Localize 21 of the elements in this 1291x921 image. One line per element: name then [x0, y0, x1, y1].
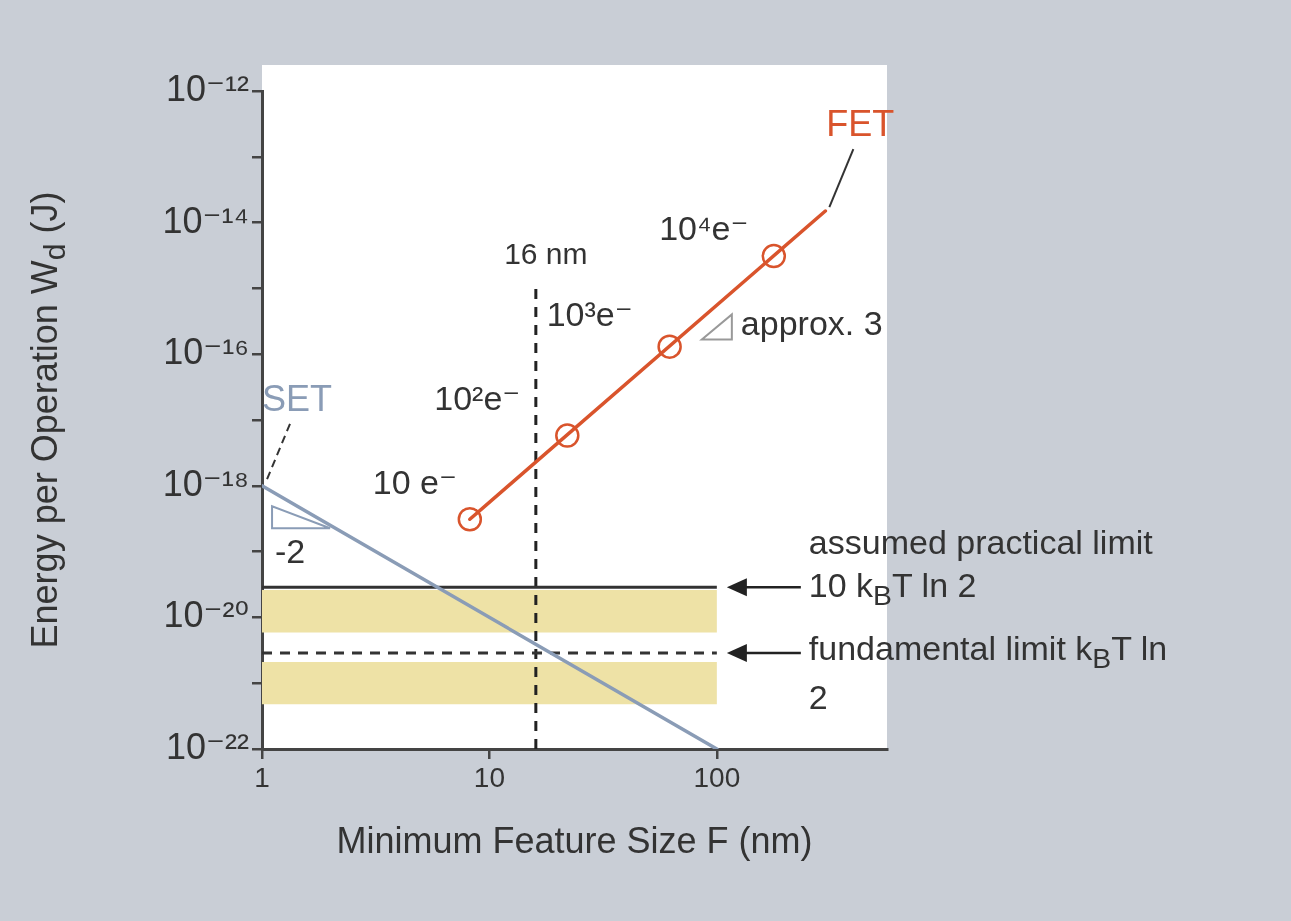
y-tick-label: 10⁻²⁰ — [163, 594, 249, 636]
ref-line-label: assumed practical limit 10 k$_{B}$T ln 2 — [808, 522, 1154, 613]
annotation: 10²e⁻ — [434, 378, 521, 417]
y-tick-label: 10⁻¹⁴ — [162, 199, 249, 241]
y-tick-label: 10⁻¹⁶ — [163, 331, 249, 373]
annotation: 10³e⁻ — [546, 295, 633, 334]
ref-line-label: 16 nm — [504, 237, 588, 271]
annotation: approx. 3 — [740, 303, 883, 342]
x-tick-label: 100 — [693, 761, 741, 793]
y-tick-label: 10⁻²² — [165, 725, 249, 767]
series-label: SET — [261, 377, 333, 419]
x-tick-label: 10 — [473, 761, 505, 793]
series-label: FET — [826, 102, 895, 144]
annotation: -2 — [274, 531, 306, 570]
y-tick-label: 10⁻¹⁸ — [162, 462, 249, 504]
x-tick-label: 1 — [254, 761, 270, 793]
text: fundamental limit k$_{B}$T ln 2 — [808, 629, 1168, 717]
y-tick-label: 10⁻¹² — [165, 67, 249, 109]
annotation: 10 e⁻ — [372, 462, 457, 501]
annotation: 10⁴e⁻ — [659, 209, 749, 248]
x-axis-title: Minimum Feature Size F (nm) — [336, 820, 813, 862]
